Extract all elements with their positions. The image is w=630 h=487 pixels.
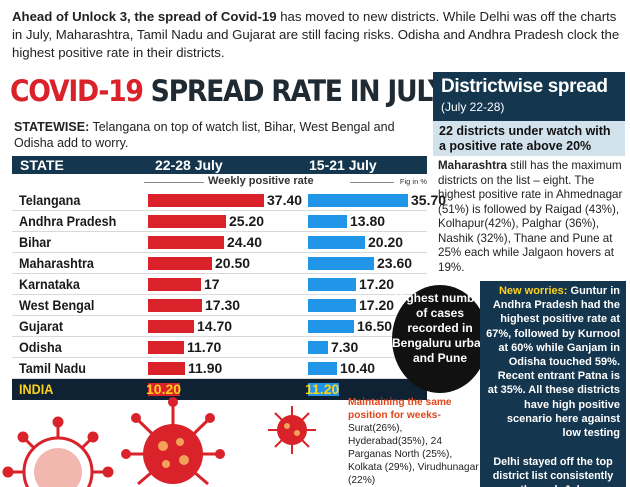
- new-worries-panel: New worries: Guntur in Andhra Pradesh ha…: [480, 281, 626, 452]
- data-label: 11.70: [187, 339, 222, 355]
- bar-15-21-july: [308, 194, 408, 207]
- bar-15-21-july: [308, 236, 365, 249]
- bar-22-28-july: [148, 341, 184, 354]
- new-worries-text: Guntur in Andhra Pradesh had the highest…: [486, 285, 620, 440]
- bengaluru-pune-callout: Highest number of cases recorded in Beng…: [392, 285, 488, 393]
- data-label: 35.70: [411, 192, 447, 208]
- headline-rest: SPREAD RATE IN JULY: [142, 74, 448, 108]
- districtwise-title: Districtwise spread: [441, 76, 608, 97]
- data-label: 17.20: [359, 276, 395, 292]
- statewise-text: Telangana on top of watch list, Bihar, W…: [14, 120, 395, 150]
- statewise-label: STATEWISE:: [14, 120, 90, 134]
- data-label: 25.20: [229, 213, 265, 229]
- chart-subtitle-row: Weekly positive rate Fig in %: [12, 175, 427, 189]
- india-total-row: INDIA 10.20 11.20: [12, 379, 427, 400]
- bar-22-28-july: [148, 215, 226, 228]
- data-label: 20.20: [368, 234, 404, 250]
- bar-15-21-july: [308, 383, 339, 396]
- series-header-15-21: 15-21 July: [309, 157, 377, 173]
- state-row: Tamil Nadu 11.90 10.40: [12, 358, 427, 379]
- data-label: 7.30: [331, 339, 359, 355]
- state-name-label: Telangana: [19, 192, 81, 208]
- state-name-label: Maharashtra: [19, 255, 94, 271]
- data-label: 11.90: [188, 360, 223, 376]
- bar-22-28-july: [148, 320, 194, 333]
- state-row: Odisha 11.70 7.30: [12, 337, 427, 358]
- chart-header-bar: STATE 22-28 July 15-21 July: [12, 156, 427, 174]
- intro-text: has moved to new districts. While Delhi …: [12, 9, 620, 60]
- intro-paragraph: Ahead of Unlock 3, the spread of Covid-1…: [12, 8, 622, 62]
- state-name-label: Karnataka: [19, 276, 80, 292]
- subtitle-rule-left: [144, 182, 204, 183]
- bar-22-28-july: [148, 299, 202, 312]
- state-row: Andhra Pradesh 25.20 13.80: [12, 211, 427, 232]
- state-row: Maharashtra 20.50 23.60: [12, 253, 427, 274]
- state-row: Gujarat 14.70 16.50: [12, 316, 427, 337]
- headline: COVID-19 SPREAD RATE IN JULY: [10, 74, 448, 108]
- bar-15-21-july: [308, 320, 354, 333]
- bar-15-21-july: [308, 278, 356, 291]
- bar-22-28-july: [148, 362, 185, 375]
- data-label: 17: [204, 276, 220, 292]
- state-row: Bihar 24.40 20.20: [12, 232, 427, 253]
- data-label: 10.40: [340, 360, 376, 376]
- bar-22-28-july: [148, 194, 264, 207]
- data-label: 23.60: [377, 255, 413, 271]
- data-label: 20.50: [215, 255, 251, 271]
- data-label: 24.40: [227, 234, 263, 250]
- bar-15-21-july: [308, 257, 374, 270]
- delhi-note: Delhi stayed off the top district list c…: [480, 452, 626, 487]
- subtitle-rule-right: [350, 182, 394, 183]
- state-name-label: Andhra Pradesh: [19, 213, 117, 229]
- state-row: Karnataka 17 17.20: [12, 274, 427, 295]
- data-label: 17.30: [205, 297, 241, 313]
- data-label: 10.20: [146, 381, 182, 397]
- bar-15-21-july: [308, 299, 356, 312]
- bar-15-21-july: [308, 215, 347, 228]
- state-row: West Bengal 17.30 17.20: [12, 295, 427, 316]
- bar-15-21-july: [308, 362, 337, 375]
- data-label: 14.70: [197, 318, 233, 334]
- districts-watch-note: 22 districts under watch with a positive…: [433, 121, 625, 156]
- data-label: 37.40: [267, 192, 303, 208]
- data-label: 16.50: [357, 318, 393, 334]
- headline-covid: COVID-19: [10, 74, 144, 108]
- bar-22-28-july: [148, 383, 180, 396]
- state-name-label: Gujarat: [19, 318, 64, 334]
- bar-22-28-july: [148, 257, 212, 270]
- state-name-label: INDIA: [19, 381, 54, 397]
- unit-note: Fig in %: [399, 177, 427, 186]
- maharashtra-note: Maharashtra still has the maximum distri…: [438, 159, 624, 275]
- maharashtra-text: still has the maximum districts on the l…: [438, 159, 623, 274]
- districtwise-header: Districtwise spread (July 22-28): [433, 72, 625, 121]
- statewise-note: STATEWISE: Telangana on top of watch lis…: [14, 119, 424, 151]
- virus-illustration-small: [268, 406, 316, 454]
- intro-lead: Ahead of Unlock 3, the spread of Covid-1…: [12, 9, 277, 24]
- virus-illustration-center: [121, 397, 225, 486]
- maintaining-text: - Surat(26%), Hyderabad(35%), 24 Pargana…: [348, 410, 479, 486]
- chart-subtitle: Weekly positive rate: [208, 175, 314, 187]
- districtwise-date-range: (July 22-28): [441, 100, 505, 114]
- data-label: 13.80: [350, 213, 386, 229]
- maintaining-label: Maintaining the same position for weeks: [348, 397, 452, 421]
- state-name-label: Bihar: [19, 234, 52, 250]
- state-name-label: Tamil Nadu: [19, 360, 86, 376]
- bar-22-28-july: [148, 278, 201, 291]
- state-row: Telangana 37.40 35.70: [12, 190, 446, 211]
- new-worries-label: New worries:: [498, 285, 568, 297]
- data-label: 17.20: [359, 297, 395, 313]
- state-name-label: West Bengal: [19, 297, 95, 313]
- data-label: 11.20: [305, 381, 340, 397]
- maharashtra-label: Maharashtra: [438, 159, 507, 172]
- bar-15-21-july: [308, 341, 328, 354]
- virus-illustration-left: [2, 416, 114, 487]
- maintaining-note: Maintaining the same position for weeks-…: [348, 396, 481, 487]
- state-column-header: STATE: [20, 157, 64, 173]
- series-header-22-28: 22-28 July: [155, 157, 223, 173]
- bar-22-28-july: [148, 236, 224, 249]
- state-name-label: Odisha: [19, 339, 62, 355]
